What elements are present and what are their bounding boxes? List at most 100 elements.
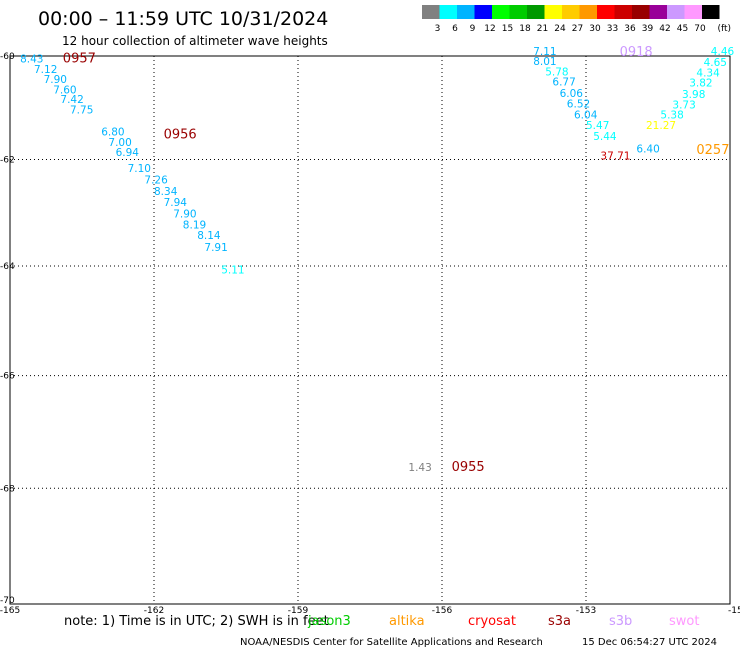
pass-time-label: 0257	[696, 143, 729, 158]
latitude-label: -66	[0, 372, 15, 382]
legend-label: 15	[502, 24, 513, 34]
credit-text: NOAA/NESDIS Center for Satellite Applica…	[240, 637, 543, 648]
wave-height-value: 7.26	[144, 175, 168, 187]
wave-height-value: 4.46	[711, 46, 735, 58]
wave-height-value: 5.44	[593, 131, 617, 143]
legend-swatch	[579, 5, 597, 19]
legend-swatch	[492, 5, 510, 19]
wave-height-value: 7.11	[533, 46, 556, 58]
legend-swatch	[632, 5, 650, 19]
map-frame	[9, 55, 731, 605]
legend-swatch	[544, 5, 562, 19]
longitude-label: -153	[576, 606, 596, 616]
legend-label: 42	[659, 24, 670, 34]
legend-label: 27	[572, 24, 583, 34]
wave-height-value: 7.94	[164, 197, 188, 209]
legend-label: (ft)	[718, 24, 732, 34]
longitude-label: -165	[0, 606, 20, 616]
longitude-label: -15	[728, 606, 740, 616]
legend-label: 6	[452, 24, 458, 34]
legend-swatch	[562, 5, 580, 19]
wave-height-value: 6.52	[567, 98, 590, 110]
note-text: note: 1) Time is in UTC; 2) SWH is in fe…	[64, 614, 329, 629]
color-scale-legend: 3 6 9 12 15 18 21 24 27 30 33 36 39 42 45 70 (ft)	[422, 5, 731, 34]
legend-swatch	[422, 5, 440, 19]
wave-height-value: 8.19	[183, 219, 206, 231]
wave-height-value: 6.77	[552, 77, 575, 89]
wave-height-value: 4.65	[704, 57, 727, 69]
wave-height-value: 5.38	[660, 110, 683, 122]
wave-height-value: 37.71	[600, 150, 630, 162]
pass-time-label: 0957	[63, 52, 96, 67]
wave-height-value: 3.73	[672, 99, 695, 111]
footer: note: 1) Time is in UTC; 2) SWH is in fe…	[64, 614, 717, 648]
longitude-label: -162	[144, 606, 164, 616]
legend-swatch	[439, 5, 457, 19]
legend-swatch	[614, 5, 632, 19]
wave-height-value: 6.06	[560, 88, 584, 100]
satellite-name: altika	[389, 614, 425, 629]
satellite-name: s3b	[609, 614, 632, 629]
pass-time-label: 0955	[452, 460, 485, 475]
legend-swatch	[597, 5, 615, 19]
wave-height-value: 7.90	[44, 74, 67, 86]
longitude-label: -156	[432, 606, 453, 616]
latitude-label: -68	[0, 484, 15, 494]
wave-height-value: 6.40	[636, 144, 659, 156]
legend-swatch	[474, 5, 492, 19]
longitude-label: -159	[288, 606, 309, 616]
wave-height-value: 7.91	[204, 242, 227, 254]
wave-height-value: 3.82	[689, 78, 712, 90]
wave-height-value: 5.11	[221, 265, 244, 277]
graticule	[10, 56, 730, 604]
latitude-label: -62	[0, 155, 15, 165]
map-subtitle: 12 hour collection of altimeter wave hei…	[62, 34, 328, 48]
wave-height-value: 8.01	[533, 56, 556, 68]
satellite-key: jason3 altika cryosat s3a s3b swot	[307, 614, 699, 629]
wave-height-value: 7.00	[108, 137, 131, 149]
legend-label: 24	[554, 24, 566, 34]
legend-swatch	[457, 5, 475, 19]
wave-height-value: 8.34	[154, 186, 178, 198]
legend-swatch	[527, 5, 545, 19]
wave-height-value: 8.14	[197, 230, 221, 242]
legend-label: 33	[607, 24, 618, 34]
satellite-name: jason3	[307, 614, 351, 629]
legend-swatch	[667, 5, 685, 19]
legend-swatch	[649, 5, 667, 19]
wave-height-value: 6.80	[101, 126, 124, 138]
axis-labels: -60 -62 -64 -66 -68 -70-165 -162 -159 -156 -153 -1…	[0, 52, 740, 616]
legend-label: 18	[519, 24, 531, 34]
wave-height-value: 6.04	[574, 110, 598, 122]
wave-height-value: 1.43	[408, 462, 431, 474]
legend-label: 45	[677, 24, 688, 34]
wave-height-value: 7.75	[70, 105, 93, 117]
wave-height-value: 7.60	[53, 84, 76, 96]
legend-label: 9	[470, 24, 476, 34]
wave-height-value: 6.94	[116, 147, 140, 159]
timestamp-text: 15 Dec 06:54:27 UTC 2024	[582, 637, 717, 648]
wave-height-value: 21.27	[646, 120, 676, 132]
satellite-name: s3a	[548, 614, 571, 629]
wave-height-value: 7.42	[60, 94, 83, 106]
wave-height-value: 7.90	[173, 209, 196, 221]
legend-label: 30	[589, 24, 601, 34]
legend-label: 21	[537, 24, 548, 34]
legend-label: 70	[694, 24, 706, 34]
wave-height-value: 3.98	[682, 89, 705, 101]
legend-swatch	[684, 5, 702, 19]
legend-swatch	[702, 5, 720, 19]
satellite-name: cryosat	[468, 614, 516, 629]
legend-label: 39	[642, 24, 654, 34]
pass-time-labels: 0957 0956 0918 0257 0955	[63, 45, 730, 475]
map-title: 00:00 – 11:59 UTC 10/31/2024	[38, 8, 328, 30]
wave-height-value: 5.78	[545, 66, 568, 78]
pass-time-label: 0918	[620, 45, 653, 60]
wave-height-value: 7.12	[34, 64, 57, 76]
wave-height-value: 5.47	[586, 120, 609, 132]
wave-height-labels: 8.437.127.907.607.427.756.807.006.947.10…	[20, 46, 734, 474]
legend-label: 12	[484, 24, 495, 34]
legend-swatch	[509, 5, 527, 19]
